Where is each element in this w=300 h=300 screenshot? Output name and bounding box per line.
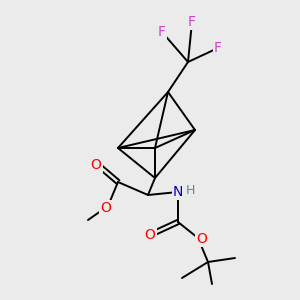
Text: O: O [91,158,101,172]
Text: F: F [158,25,166,39]
Text: F: F [188,15,196,29]
Text: O: O [145,228,155,242]
Text: O: O [100,201,111,215]
Text: O: O [196,232,207,246]
Text: F: F [214,41,222,55]
Text: N: N [173,185,183,199]
Text: H: H [185,184,195,196]
